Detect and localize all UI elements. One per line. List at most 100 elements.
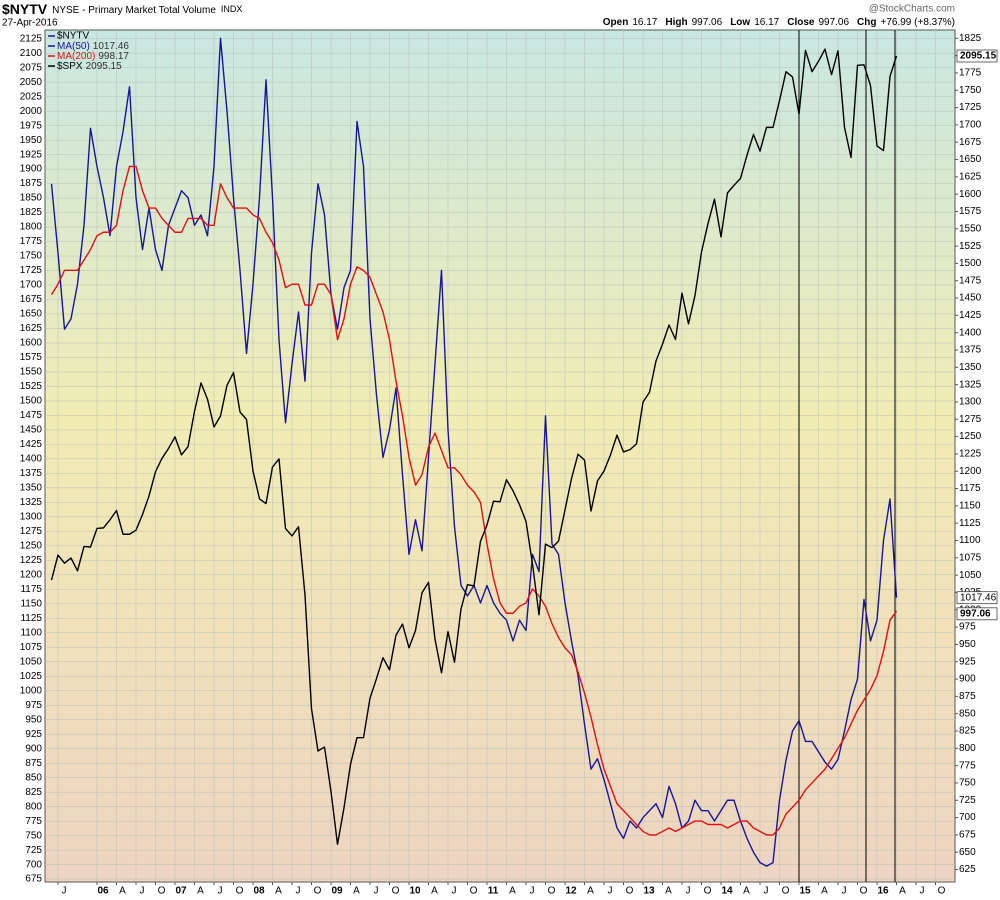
y-tick-label: 1300: [20, 511, 43, 522]
y-tick-label: 825: [25, 787, 42, 798]
y2-tick-label: 1525: [959, 241, 982, 252]
y-tick-label: 1350: [20, 483, 43, 494]
y-tick-label: 1775: [20, 236, 43, 247]
y2-tick-label: 700: [959, 812, 976, 823]
exchange: INDX: [221, 4, 243, 14]
x-tick-label: 15: [799, 886, 811, 897]
y2-tick-label: 1200: [959, 466, 982, 477]
y-tick-label: 1675: [20, 294, 43, 305]
y2-tick-label: 1100: [959, 535, 981, 546]
y2-tick-label: 650: [959, 847, 976, 858]
x-tick-label: J: [608, 886, 613, 897]
y-tick-label: 1650: [20, 309, 43, 320]
x-tick-label: J: [296, 886, 301, 897]
quote-value: 16.17: [754, 17, 779, 28]
y-tick-label: 1400: [20, 454, 43, 465]
y-tick-label: 675: [25, 874, 42, 885]
y2-tick-label: 1275: [959, 414, 982, 425]
y-tick-label: 1050: [20, 656, 43, 667]
x-tick-label: 08: [253, 886, 265, 897]
legend-entry: $SPX 2095.15: [57, 61, 122, 72]
y-tick-label: 1175: [20, 584, 42, 595]
x-tick-label: J: [920, 886, 925, 897]
series-line: [50, 165, 898, 836]
y-tick-label: 850: [25, 772, 42, 783]
x-tick-label: A: [353, 886, 360, 897]
value-box-label: 997.06: [960, 608, 991, 619]
subtitle: NYSE - Primary Market Total Volume: [52, 5, 216, 16]
y-tick-label: 2000: [20, 106, 43, 117]
y-tick-label: 1275: [20, 526, 43, 537]
x-tick-label: A: [197, 886, 204, 897]
quote-value: 997.06: [818, 17, 849, 28]
y2-tick-label: 875: [959, 691, 976, 702]
legend-name: MA(200): [57, 51, 95, 62]
y2-tick-label: 1375: [959, 345, 982, 356]
y2-tick-label: 1700: [959, 120, 982, 131]
x-tick-label: A: [743, 886, 750, 897]
x-tick-label: A: [431, 886, 438, 897]
y-tick-label: 700: [25, 859, 42, 870]
date: 27-Apr-2016: [2, 18, 58, 29]
x-tick-label: O: [392, 886, 400, 897]
y2-tick-label: 1750: [959, 85, 982, 96]
x-tick-label: A: [899, 886, 906, 897]
y-tick-label: 2025: [20, 91, 43, 102]
y-tick-label: 800: [25, 801, 42, 812]
x-tick-label: O: [860, 886, 868, 897]
x-tick-label: J: [140, 886, 145, 897]
header-line: $NYTV NYSE - Primary Market Total Volume I…: [2, 1, 242, 17]
x-tick-label: O: [314, 886, 322, 897]
y-tick-label: 1925: [20, 149, 43, 160]
x-tick-label: A: [821, 886, 828, 897]
y-tick-label: 1975: [20, 120, 43, 131]
quote-value: 997.06: [692, 17, 723, 28]
y-tick-label: 1125: [20, 613, 42, 624]
y-tick-label: 1525: [20, 381, 43, 392]
value-box: [956, 607, 998, 621]
legend-value: 1017.46: [93, 41, 130, 52]
y-tick-label: 775: [25, 816, 42, 827]
legend-entry: MA(200) 998.17: [57, 51, 129, 62]
x-tick-label: A: [665, 886, 672, 897]
y-tick-label: 1100: [20, 627, 42, 638]
symbol: $NYTV: [2, 1, 48, 17]
x-tick-label: O: [626, 886, 634, 897]
x-tick-label: O: [704, 886, 712, 897]
legend-value: 998.17: [98, 51, 129, 62]
x-tick-label: O: [548, 886, 556, 897]
legend-value: 2095.15: [86, 61, 123, 72]
quote-label: Chg: [857, 17, 876, 28]
y-tick-label: 1450: [20, 425, 43, 436]
x-tick-label: 06: [97, 886, 109, 897]
y-tick-label: 1725: [20, 265, 43, 276]
y2-tick-label: 675: [959, 830, 976, 841]
quote-label: Close: [787, 17, 815, 28]
quote-line: Open 16.17 High 997.06 Low 16.17 Close 997.06 Ch…: [603, 17, 955, 28]
y-tick-label: 1025: [20, 671, 43, 682]
x-tick-label: J: [842, 886, 847, 897]
y-tick-label: 875: [25, 758, 42, 769]
y-tick-label: 1900: [20, 164, 43, 175]
x-tick-label: O: [938, 886, 946, 897]
x-tick-label: 10: [409, 886, 421, 897]
y-tick-label: 1850: [20, 193, 43, 204]
quote-label: Open: [603, 17, 629, 28]
x-tick-label: A: [587, 886, 594, 897]
value-box-label: 2095.15: [960, 51, 997, 62]
y-tick-label: 1250: [20, 540, 43, 551]
y2-tick-label: 725: [959, 795, 976, 806]
x-tick-label: 12: [565, 886, 577, 897]
y2-tick-label: 1775: [959, 68, 982, 79]
y-tick-label: 1075: [20, 642, 43, 653]
y-tick-label: 2050: [20, 77, 43, 88]
y2-tick-label: 1225: [959, 449, 982, 460]
x-tick-label: A: [119, 886, 126, 897]
source: @StockCharts.com: [869, 4, 955, 15]
y2-tick-label: 1550: [959, 223, 982, 234]
y2-tick-label: 1500: [959, 258, 982, 269]
y-tick-label: 1500: [20, 396, 43, 407]
y2-tick-label: 1350: [959, 362, 982, 373]
legend-name: $SPX: [57, 61, 83, 72]
